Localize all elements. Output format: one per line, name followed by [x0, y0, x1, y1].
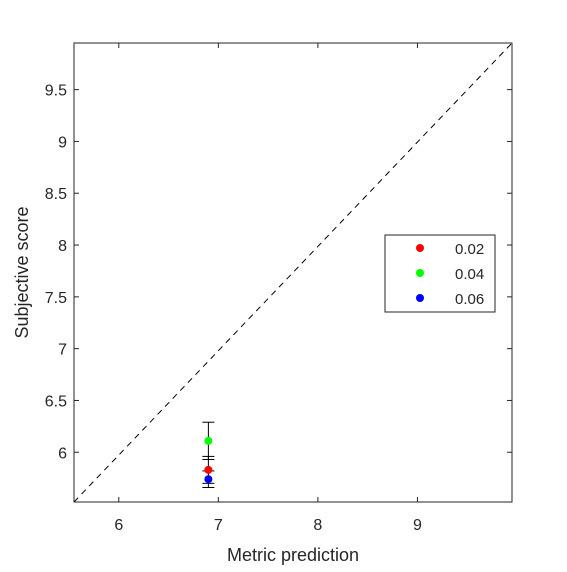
x-tick-label: 6 — [114, 517, 123, 534]
x-tick-label: 8 — [313, 517, 322, 534]
y-tick-label: 7 — [58, 342, 67, 359]
x-tick-label: 7 — [214, 517, 223, 534]
data-point — [204, 465, 213, 474]
legend-label: 0.06 — [455, 291, 484, 308]
reference-line — [73, 42, 513, 503]
y-tick-label: 7.5 — [45, 290, 67, 307]
y-tick-label: 6.5 — [45, 393, 67, 410]
plot-area-frame — [73, 42, 513, 503]
legend-box — [384, 234, 496, 313]
legend-marker — [416, 294, 424, 302]
data-point — [204, 475, 213, 484]
x-axis-label: Metric prediction — [227, 545, 359, 565]
y-tick-label: 8 — [58, 238, 67, 255]
legend-label: 0.02 — [455, 241, 484, 258]
y-tick-label: 9.5 — [45, 83, 67, 100]
x-tick-label: 9 — [413, 517, 422, 534]
legend: 0.02 0.04 0.06 — [384, 234, 496, 313]
y-tick-label: 6 — [58, 445, 67, 462]
legend-marker — [416, 269, 424, 277]
data-point — [204, 436, 213, 445]
y-tick-label: 9 — [58, 134, 67, 151]
y-axis-label: Subjective score — [12, 206, 32, 338]
y-tick-label: 8.5 — [45, 186, 67, 203]
legend-marker — [416, 244, 424, 252]
legend-label: 0.04 — [455, 266, 484, 283]
